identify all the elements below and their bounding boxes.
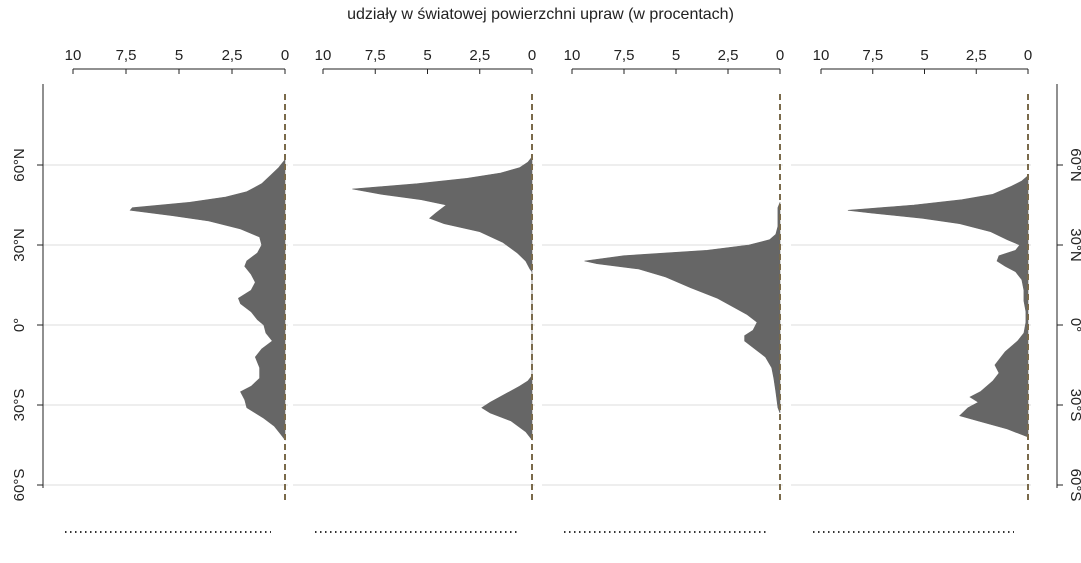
x-tick-label: 5: [175, 47, 183, 64]
y-tick-label-right: 0°: [1067, 318, 1081, 332]
x-tick-label: 10: [315, 47, 332, 64]
x-tick-label: 10: [65, 47, 82, 64]
series-area: [352, 156, 533, 441]
y-tick-label-left: 60°N: [11, 148, 28, 182]
panel-1: 10 7,5 5 2,5 0: [43, 47, 289, 533]
x-tick-label: 2,5: [469, 47, 490, 64]
series-area: [584, 202, 781, 414]
y-tick-label-right: 60°N: [1067, 148, 1081, 182]
x-tick-label: 7,5: [614, 47, 635, 64]
y-tick-label-left: 30°S: [11, 389, 28, 422]
y-tick-label-right: 30°S: [1067, 389, 1081, 422]
series-area: [129, 159, 286, 441]
x-tick-label: 0: [776, 47, 784, 64]
x-tick-label: 2,5: [966, 47, 987, 64]
series-area: [847, 175, 1029, 438]
x-tick-label: 2,5: [718, 47, 739, 64]
x-tick-label: 7,5: [116, 47, 137, 64]
x-tick-label: 7,5: [862, 47, 883, 64]
x-tick-label: 5: [423, 47, 431, 64]
x-tick-label: 5: [920, 47, 928, 64]
x-tick-label: 5: [672, 47, 680, 64]
x-tick-label: 0: [281, 47, 289, 64]
y-tick-label-right: 30°N: [1067, 228, 1081, 262]
x-tick-label: 10: [564, 47, 581, 64]
x-tick-label: 0: [1024, 47, 1032, 64]
x-tick-label: 7,5: [365, 47, 386, 64]
panel-4: 10 7,5 5 2,5 0: [791, 47, 1032, 533]
panel-3: 10 7,5 5 2,5 0: [542, 47, 784, 533]
x-tick-label: 10: [813, 47, 830, 64]
y-tick-label-left: 0°: [11, 318, 28, 332]
x-tick-label: 2,5: [222, 47, 243, 64]
panel-2: 10 7,5 5 2,5 0: [293, 47, 536, 533]
y-tick-label-left: 60°S: [11, 469, 28, 502]
x-tick-label: 0: [528, 47, 536, 64]
chart-title: udziały w światowej powierzchni upraw (w…: [347, 6, 734, 23]
y-tick-label-right: 60°S: [1067, 469, 1081, 502]
y-tick-label-left: 30°N: [11, 228, 28, 262]
